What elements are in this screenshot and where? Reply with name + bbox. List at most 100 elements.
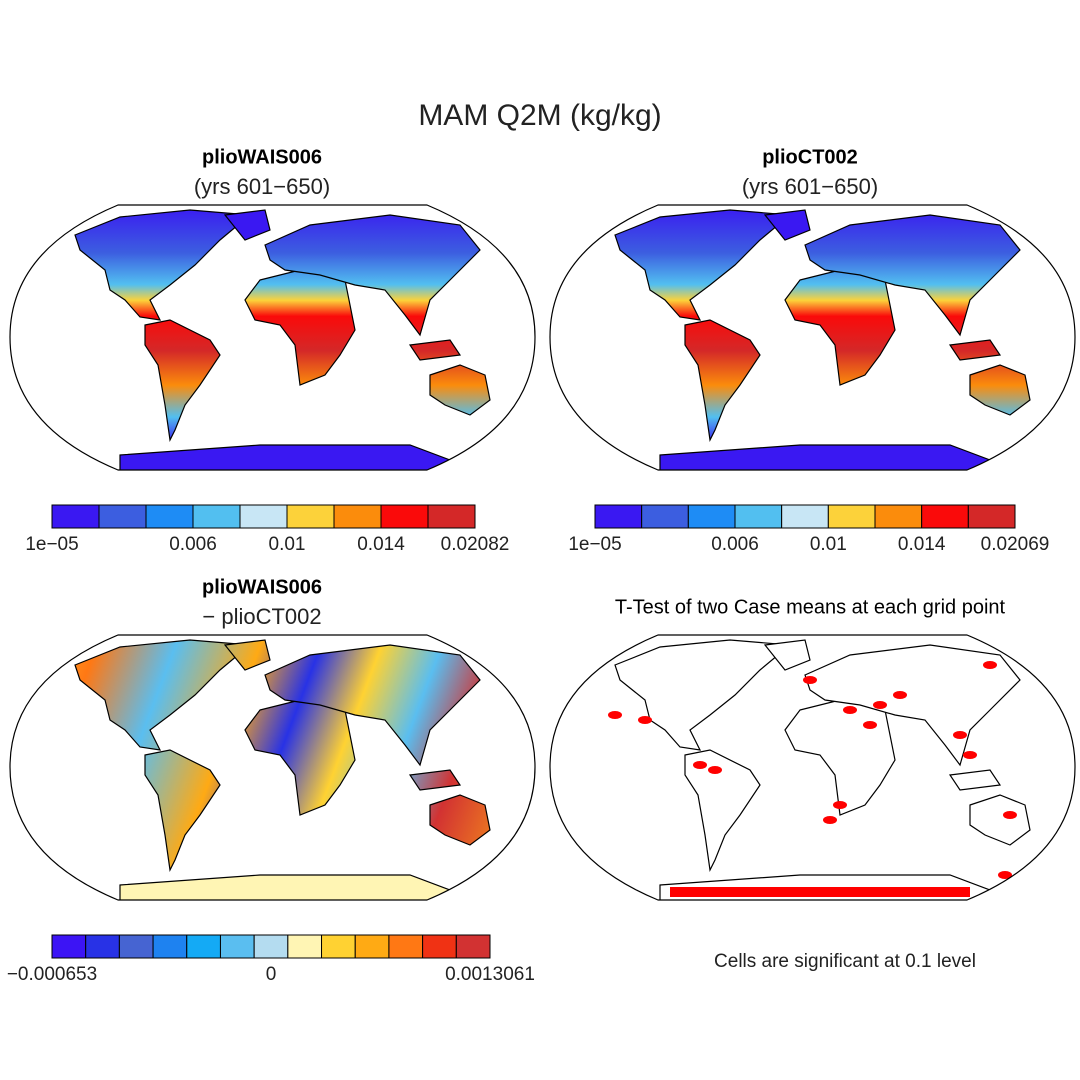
colorbar-label: 0.01: [810, 534, 847, 555]
colorbar-box: [827, 504, 876, 529]
significant-cell: [953, 731, 967, 739]
map-outline: [9, 204, 536, 471]
significant-cell: [873, 701, 887, 709]
significant-cell: [1003, 811, 1017, 819]
land-indonesia: [948, 769, 1002, 791]
land-australia: [429, 364, 491, 416]
land-australia: [969, 794, 1031, 846]
land-greenland: [223, 639, 271, 671]
colorbar-box: [85, 934, 120, 959]
land-australia: [969, 364, 1031, 416]
panel-subtitle: − plioCT002: [202, 604, 321, 629]
land-north-america: [614, 209, 792, 321]
colorbar-box: [239, 504, 288, 529]
colorbar-label: 0.006: [711, 534, 759, 555]
colorbar-box: [921, 504, 969, 529]
land-africa: [784, 699, 896, 816]
significant-cell: [638, 716, 652, 724]
colorbar-box: [321, 934, 356, 959]
land-antarctica: [119, 444, 452, 470]
land-north-america: [74, 209, 252, 321]
significant-cell: [670, 887, 970, 897]
land-greenland: [763, 209, 811, 241]
colorbar-box: [186, 934, 221, 959]
colorbar-box: [388, 934, 424, 959]
significant-cell: [833, 801, 847, 809]
colorbar-box: [219, 934, 255, 959]
colorbar-label: 0.02082: [441, 534, 510, 555]
significant-cell: [893, 691, 907, 699]
colorbar-box: [152, 934, 188, 959]
significant-cell: [693, 761, 707, 769]
map-outline: [549, 634, 1076, 901]
significant-cell: [843, 706, 857, 714]
colorbar-box: [641, 504, 689, 529]
land-south-america: [144, 319, 221, 442]
significant-cell: [863, 721, 877, 729]
colorbar-box: [427, 504, 476, 529]
land-africa: [244, 699, 356, 816]
panel-title: plioWAIS006: [202, 146, 322, 168]
colorbar-label: 0.02069: [981, 534, 1050, 555]
colorbar-box: [687, 504, 736, 529]
land-greenland: [763, 639, 811, 671]
colorbar-box: [286, 504, 335, 529]
colorbar-box: [333, 504, 382, 529]
land-australia: [429, 794, 491, 846]
significant-cell: [803, 676, 817, 684]
significant-cell: [998, 871, 1012, 879]
panel-title: plioCT002: [762, 146, 858, 168]
colorbar-box: [145, 504, 194, 529]
colorbar-label: 1e−05: [25, 534, 78, 555]
colorbar-box: [51, 934, 87, 959]
colorbar-label: 0.014: [357, 534, 405, 555]
colorbar-label: 0.014: [898, 534, 946, 555]
land-south-america: [684, 319, 761, 442]
colorbar-box: [253, 934, 289, 959]
colorbar-box: [734, 504, 783, 529]
land-indonesia: [408, 769, 462, 791]
colorbar-label: 0.006: [169, 534, 217, 555]
figure-title: MAM Q2M (kg/kg): [418, 99, 661, 132]
colorbar-box: [455, 934, 491, 959]
land-indonesia: [948, 339, 1002, 361]
panel-subtitle: (yrs 601−650): [194, 174, 330, 199]
map: [9, 634, 536, 901]
colorbar-box: [192, 504, 241, 529]
panel-title: T-Test of two Case means at each grid po…: [615, 596, 1006, 618]
colorbar-label: 0: [266, 964, 277, 985]
land-north-america: [74, 639, 252, 751]
map-outline: [549, 204, 1076, 471]
colorbar-box: [51, 504, 100, 529]
land-antarctica: [119, 874, 452, 900]
land-greenland: [223, 209, 271, 241]
land-north-america: [614, 639, 792, 751]
map: [549, 204, 1076, 471]
land-antarctica: [659, 444, 992, 470]
significant-cell: [708, 766, 722, 774]
colorbar-label: 0.0013061: [445, 964, 535, 985]
colorbar-box: [354, 934, 390, 959]
colorbar-box: [781, 504, 829, 529]
colorbar-box: [118, 934, 154, 959]
land-eurasia: [264, 214, 481, 337]
significant-cell: [608, 711, 622, 719]
colorbar-label: 0.01: [269, 534, 306, 555]
colorbar-box: [967, 504, 1016, 529]
footnote: Cells are significant at 0.1 level: [714, 951, 976, 972]
significant-cell: [983, 661, 997, 669]
land-south-america: [684, 749, 761, 872]
colorbar-label: −0.000653: [7, 964, 97, 985]
colorbar-box: [874, 504, 923, 529]
colorbar-box: [380, 504, 429, 529]
map-body: [74, 209, 491, 470]
significant-cell: [963, 751, 977, 759]
land-africa: [784, 269, 896, 386]
panel-subtitle: (yrs 601−650): [742, 174, 878, 199]
significant-cell: [823, 816, 837, 824]
land-indonesia: [408, 339, 462, 361]
colorbar-box: [98, 504, 147, 529]
land-south-america: [144, 749, 221, 872]
